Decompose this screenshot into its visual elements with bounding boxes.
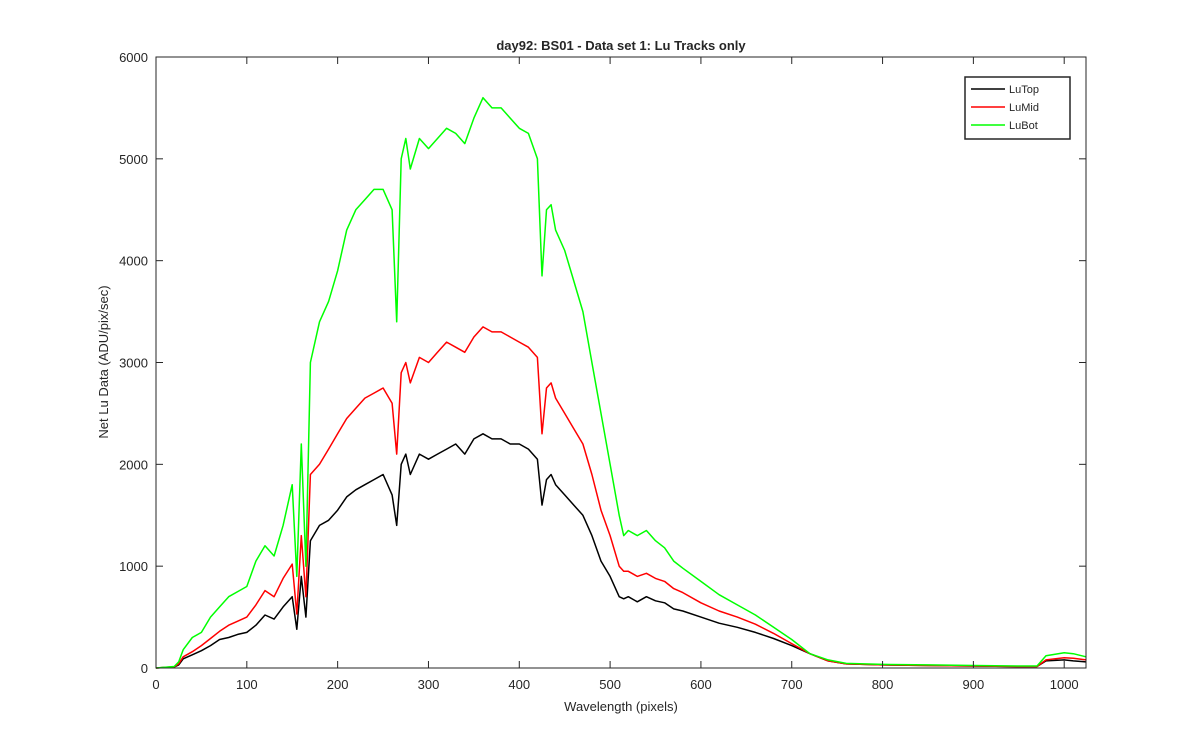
x-tick-label: 900 bbox=[963, 677, 985, 692]
x-tick-label: 700 bbox=[781, 677, 803, 692]
y-tick-label: 1000 bbox=[119, 559, 148, 574]
x-tick-label: 1000 bbox=[1050, 677, 1079, 692]
y-tick-label: 0 bbox=[141, 661, 148, 676]
y-tick-label: 5000 bbox=[119, 152, 148, 167]
legend-label-lumid: LuMid bbox=[1009, 102, 1039, 114]
series-layer bbox=[155, 96, 1087, 669]
series-line-lubot bbox=[155, 96, 1087, 669]
x-tick-label: 100 bbox=[236, 677, 258, 692]
x-tick-label: 400 bbox=[508, 677, 530, 692]
y-axis-label: Net Lu Data (ADU/pix/sec) bbox=[96, 285, 111, 438]
series-line-lumid bbox=[155, 326, 1087, 669]
x-tick-label: 300 bbox=[418, 677, 440, 692]
x-axis-label: Wavelength (pixels) bbox=[564, 699, 678, 714]
y-tick-label: 6000 bbox=[119, 50, 148, 65]
x-tick-label: 800 bbox=[872, 677, 894, 692]
x-tick-label: 0 bbox=[152, 677, 159, 692]
axes-layer: 0 100 200 300 400 500 600 700 800 900 1000 0 1000 200… bbox=[119, 50, 1087, 692]
legend: LuTop LuMid LuBot bbox=[964, 76, 1071, 140]
y-tick-label: 4000 bbox=[119, 254, 148, 269]
y-tick-label: 2000 bbox=[119, 457, 148, 472]
legend-box bbox=[964, 76, 1071, 140]
plot-area bbox=[156, 57, 1086, 668]
x-tick-label: 200 bbox=[327, 677, 349, 692]
legend-label-lubot: LuBot bbox=[1009, 120, 1038, 132]
x-tick-label: 500 bbox=[599, 677, 621, 692]
chart-title: day92: BS01 - Data set 1: Lu Tracks only bbox=[496, 38, 746, 53]
series-line-lutop bbox=[155, 433, 1087, 669]
y-tick-label: 3000 bbox=[119, 356, 148, 371]
legend-label-lutop: LuTop bbox=[1009, 84, 1039, 96]
x-tick-label: 600 bbox=[690, 677, 712, 692]
